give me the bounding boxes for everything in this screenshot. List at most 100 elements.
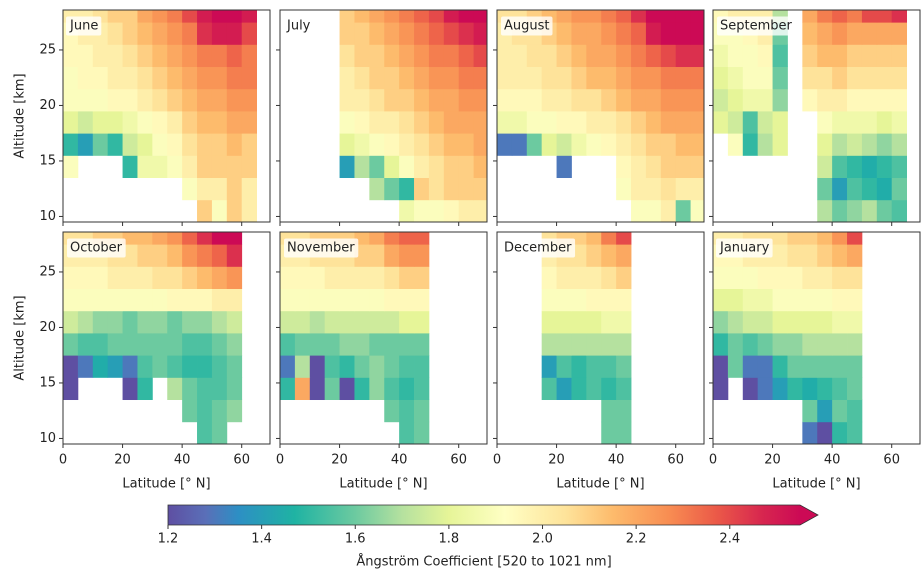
heatmap-cell bbox=[309, 310, 326, 334]
heatmap-cell bbox=[414, 232, 430, 245]
heatmap-cell bbox=[802, 232, 818, 245]
heatmap-cell bbox=[122, 10, 138, 23]
heatmap-cell bbox=[63, 266, 79, 290]
heatmap-panel bbox=[339, 10, 487, 222]
heatmap-cell bbox=[458, 88, 474, 112]
heatmap-cell bbox=[772, 310, 788, 334]
heatmap-cell bbox=[399, 288, 415, 312]
heatmap-cell bbox=[443, 133, 460, 156]
heatmap-cell bbox=[601, 310, 617, 334]
heatmap-cell bbox=[197, 377, 213, 401]
heatmap-cell bbox=[473, 44, 487, 68]
heatmap-cell bbox=[586, 133, 602, 156]
heatmap-cell bbox=[399, 232, 415, 245]
heatmap-cell bbox=[309, 333, 326, 356]
heatmap-cell bbox=[787, 355, 803, 378]
heatmap-cell bbox=[339, 155, 355, 179]
heatmap-cell bbox=[414, 88, 430, 112]
heatmap-cell bbox=[458, 22, 474, 45]
heatmap-cell bbox=[339, 288, 355, 312]
heatmap-cell bbox=[511, 66, 528, 90]
heatmap-cell bbox=[847, 244, 863, 267]
panel-title-box bbox=[66, 16, 102, 36]
heatmap-cell bbox=[443, 66, 460, 90]
heatmap-cell bbox=[122, 377, 138, 401]
heatmap-cell bbox=[182, 66, 198, 90]
heatmap-cell bbox=[772, 266, 788, 290]
heatmap-cell bbox=[861, 44, 878, 68]
heatmap-cell bbox=[601, 10, 617, 23]
heatmap-cell bbox=[77, 44, 94, 68]
heatmap-cell bbox=[399, 377, 415, 401]
y-tick-label: 25 bbox=[39, 42, 56, 57]
heatmap-cell bbox=[63, 66, 79, 90]
heatmap-cell bbox=[443, 199, 460, 222]
heatmap-cell bbox=[167, 266, 183, 290]
heatmap-cell bbox=[122, 355, 138, 378]
heatmap-cell bbox=[211, 421, 228, 444]
heatmap-cell bbox=[817, 199, 833, 222]
heatmap-cell bbox=[369, 232, 385, 245]
heatmap-cell bbox=[847, 199, 863, 222]
y-tick-label: 15 bbox=[39, 375, 56, 390]
heatmap-cell bbox=[675, 22, 691, 45]
heatmap-cell bbox=[137, 232, 153, 245]
heatmap-cell bbox=[122, 88, 138, 112]
heatmap-cell bbox=[742, 44, 759, 68]
heatmap-cell bbox=[713, 333, 729, 356]
heatmap-cell bbox=[152, 22, 168, 45]
heatmap-cell bbox=[802, 421, 818, 444]
heatmap-cell bbox=[241, 111, 257, 134]
panel-title: November bbox=[287, 241, 355, 256]
heatmap-cell bbox=[152, 355, 168, 378]
x-axis-label: Latitude [° N] bbox=[122, 477, 210, 492]
heatmap-cell bbox=[511, 88, 528, 112]
heatmap-cell bbox=[167, 111, 183, 134]
heatmap-cell bbox=[414, 421, 430, 444]
heatmap-cell bbox=[645, 22, 662, 45]
heatmap-cell bbox=[309, 377, 326, 401]
heatmap-cell bbox=[77, 111, 94, 134]
heatmap-cell bbox=[182, 266, 198, 290]
heatmap-cell bbox=[280, 310, 296, 334]
heatmap-cell bbox=[226, 10, 243, 23]
heatmap-cell bbox=[369, 288, 385, 312]
heatmap-cell bbox=[339, 333, 355, 356]
heatmap-cell bbox=[107, 88, 123, 112]
heatmap-cell bbox=[211, 155, 228, 179]
heatmap-cell bbox=[211, 22, 228, 45]
heatmap-cell bbox=[241, 44, 257, 68]
heatmap-cell bbox=[817, 10, 833, 23]
heatmap-cell bbox=[556, 355, 572, 378]
heatmap-cell bbox=[137, 155, 153, 179]
heatmap-cell bbox=[241, 133, 257, 156]
heatmap-cell bbox=[399, 399, 415, 423]
heatmap-cell bbox=[742, 133, 759, 156]
heatmap-cell bbox=[660, 88, 677, 112]
heatmap-cell bbox=[891, 133, 907, 156]
heatmap-cell bbox=[226, 266, 243, 290]
heatmap-cell bbox=[616, 288, 632, 312]
heatmap-cell bbox=[616, 177, 632, 201]
heatmap-cell bbox=[645, 177, 662, 201]
heatmap-cell bbox=[182, 399, 198, 423]
heatmap-cell bbox=[847, 111, 863, 134]
heatmap-cell bbox=[211, 244, 228, 267]
heatmap-cell bbox=[847, 377, 863, 401]
heatmap-cell bbox=[122, 155, 138, 179]
heatmap-cell bbox=[861, 111, 878, 134]
heatmap-cell bbox=[832, 155, 848, 179]
heatmap-cell bbox=[280, 266, 296, 290]
heatmap-cell bbox=[832, 399, 848, 423]
heatmap-cell bbox=[339, 133, 355, 156]
heatmap-cell bbox=[847, 22, 863, 45]
heatmap-cell bbox=[601, 88, 617, 112]
heatmap-cell bbox=[802, 22, 818, 45]
heatmap-cell bbox=[77, 333, 94, 356]
heatmap-cell bbox=[211, 10, 228, 23]
heatmap-cell bbox=[713, 310, 729, 334]
heatmap-cell bbox=[182, 288, 198, 312]
heatmap-cell bbox=[675, 88, 691, 112]
heatmap-cell bbox=[876, 44, 893, 68]
heatmap-cell bbox=[324, 377, 340, 401]
